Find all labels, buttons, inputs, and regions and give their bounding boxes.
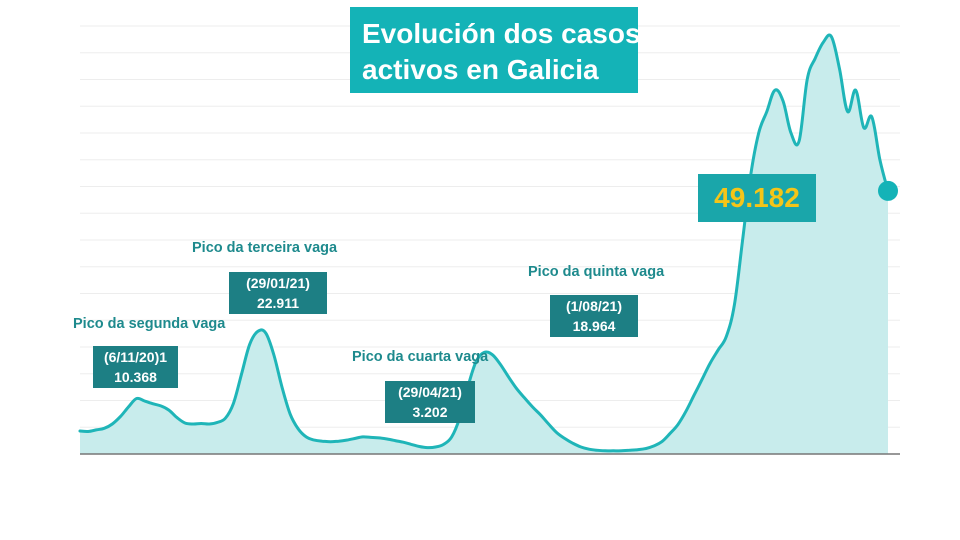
peak-label-fourth-wave: Pico da cuarta vaga — [352, 349, 489, 365]
peak-box-second-wave: (6/11/20)1 10.368 — [93, 346, 178, 388]
current-value-label: 49.182 — [698, 174, 816, 222]
current-value-marker[interactable] — [878, 180, 898, 201]
peak-value-second-wave: 10.368 — [114, 369, 157, 385]
series-line — [78, 33, 890, 453]
peak-value-fourth-wave: 3.202 — [412, 404, 448, 420]
peak-value-third-wave: 22.911 — [256, 295, 300, 311]
chart-title-line-2: activos en Galicia — [362, 54, 599, 85]
peak-label-fifth-wave: Pico da quinta vaga — [528, 264, 665, 280]
peak-box-fourth-wave: (29/04/21) 3.202 — [385, 381, 475, 423]
peak-date-fourth-wave: (29/04/21) — [398, 384, 462, 400]
peak-date-third-wave: (29/01/21) — [246, 275, 310, 291]
peak-label-third-wave: Pico da terceira vaga — [192, 240, 338, 256]
series-area — [80, 34, 888, 455]
peak-date-fifth-wave: (1/08/21) — [565, 298, 623, 314]
peak-date-second-wave: (6/11/20)1 — [103, 349, 168, 365]
chart-title-line-1: Evolución dos casos — [362, 18, 641, 49]
peak-value-fifth-wave: 18.964 — [572, 318, 616, 334]
peak-label-second-wave: Pico da segunda vaga — [73, 316, 226, 332]
peak-box-third-wave: (29/01/21) 22.911 — [229, 272, 327, 314]
chart-title: Evolución dos casos activos en Galicia — [350, 7, 641, 93]
peak-box-fifth-wave: (1/08/21) 18.964 — [550, 295, 638, 337]
